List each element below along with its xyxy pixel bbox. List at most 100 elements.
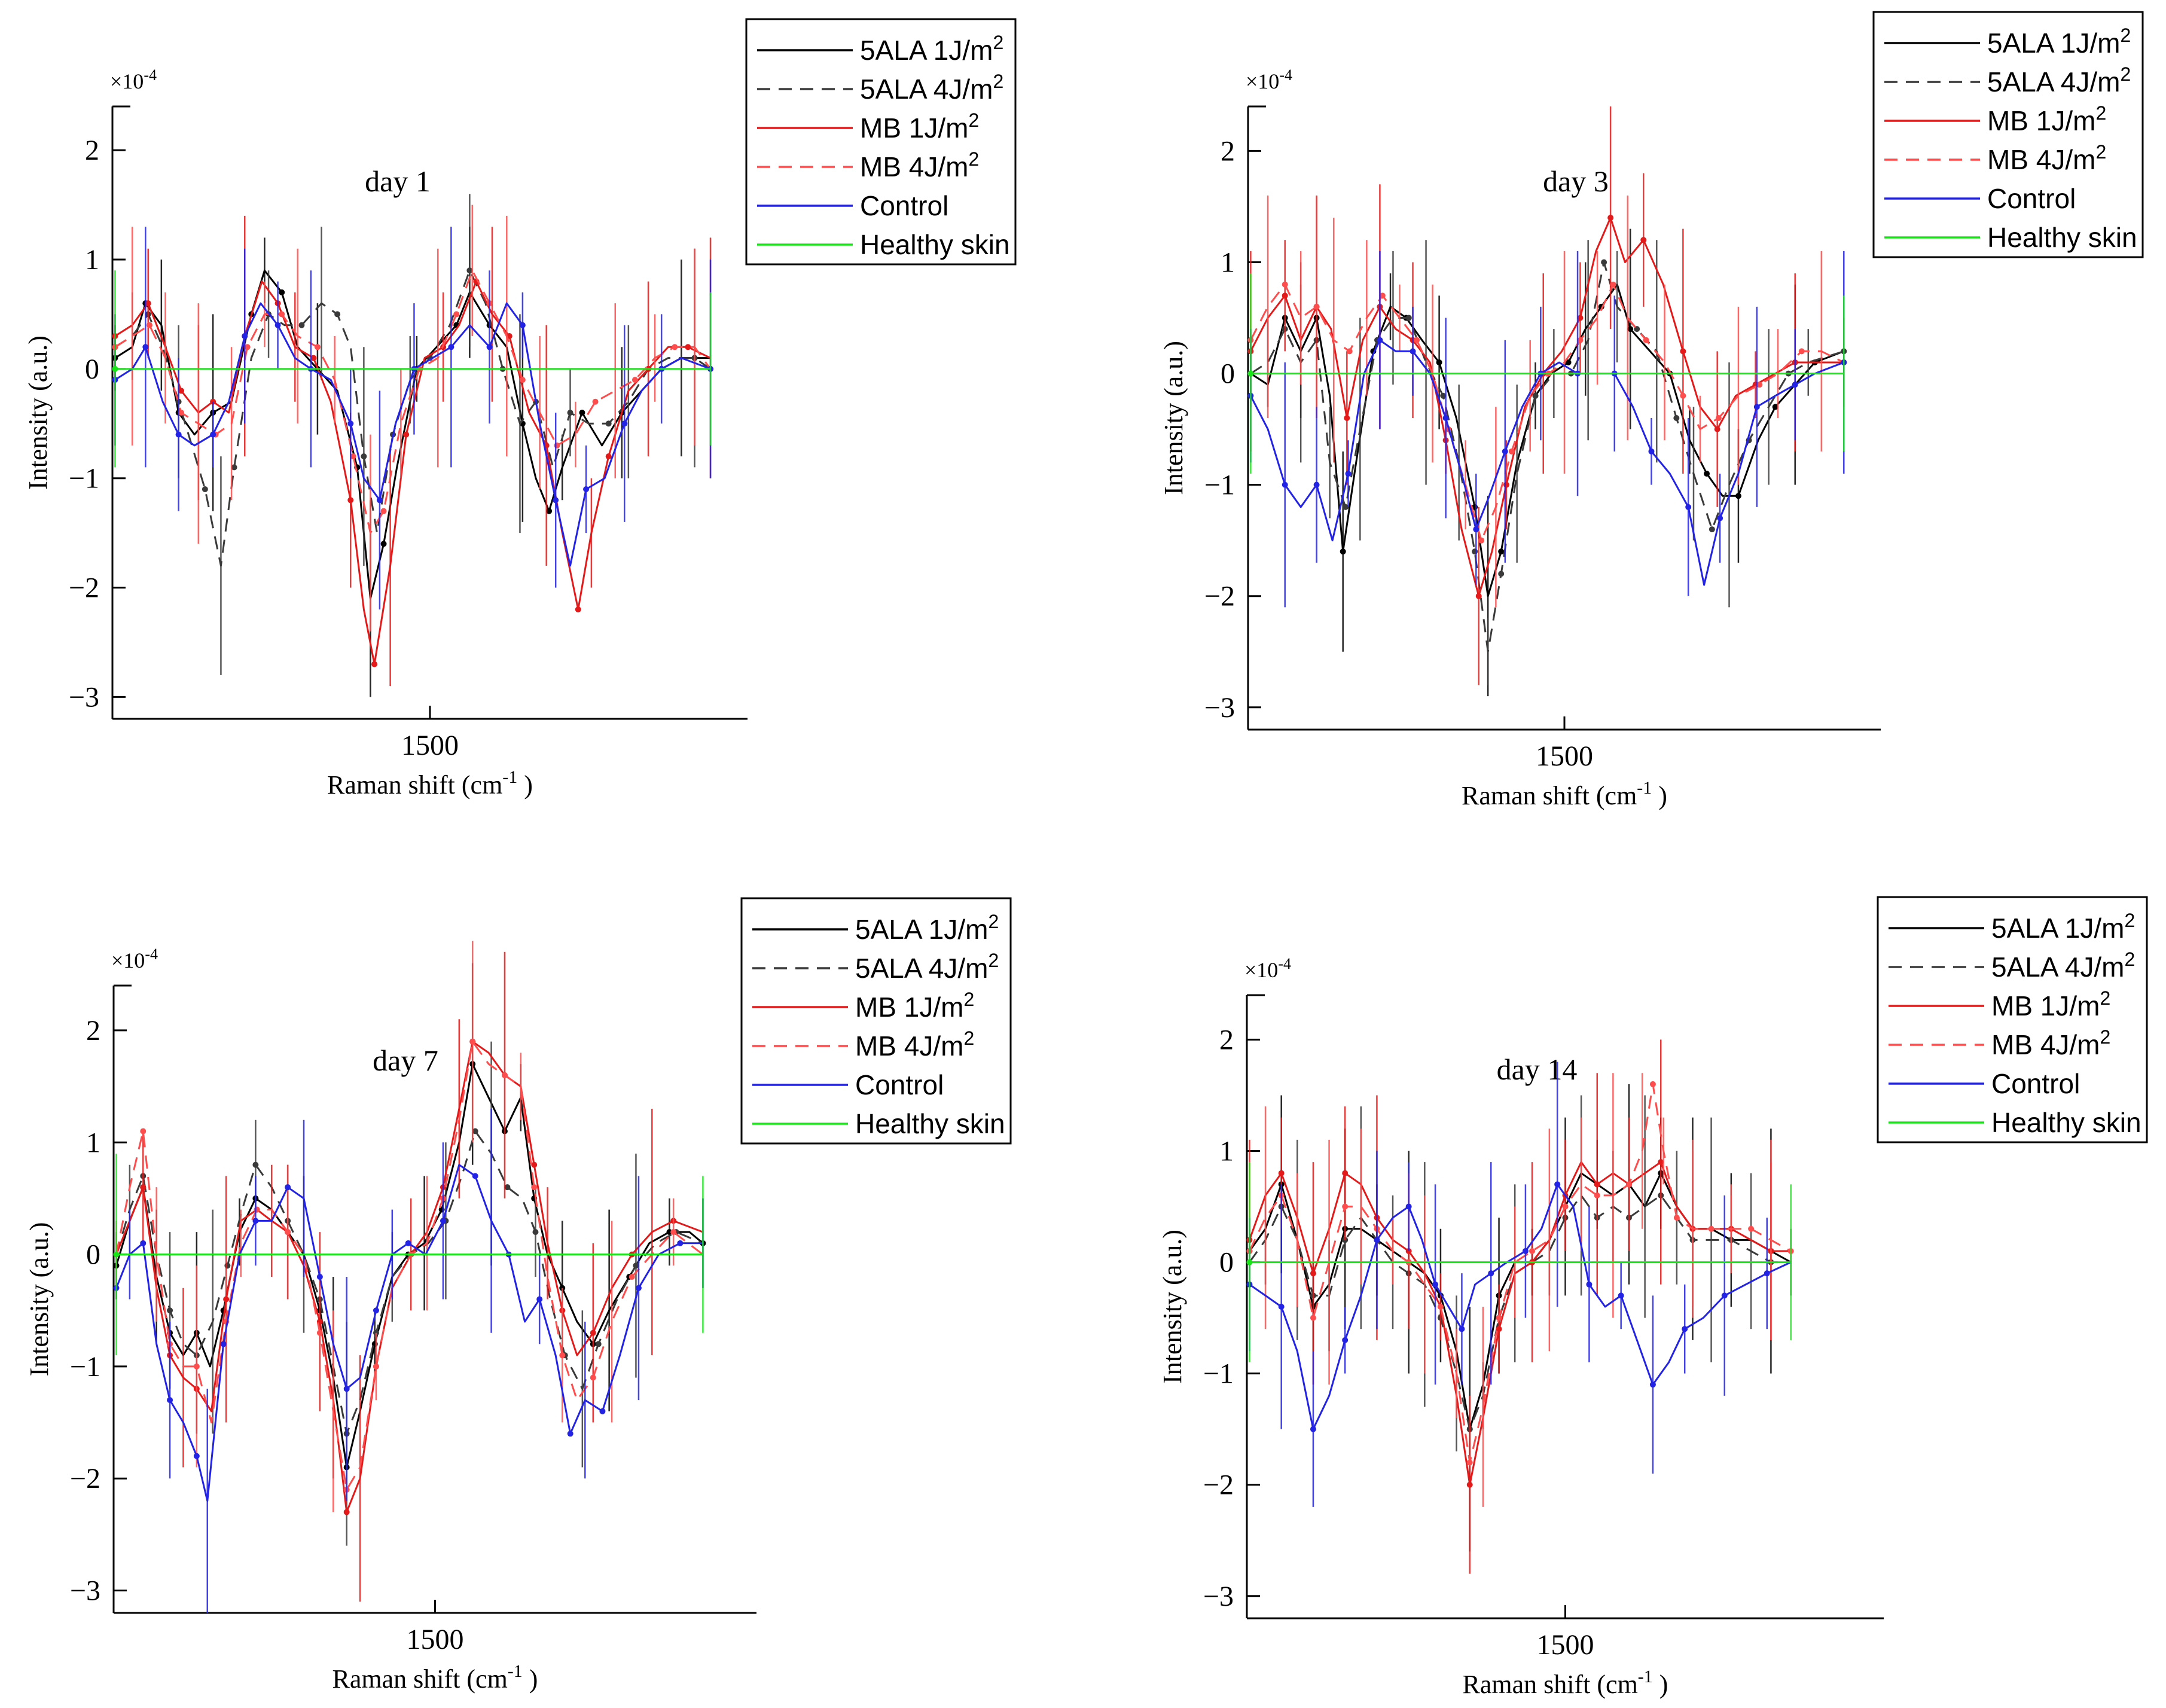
data-point bbox=[1437, 1304, 1444, 1310]
legend-label-sup: 2 bbox=[968, 109, 979, 131]
legend-label-text: Healthy skin bbox=[1987, 222, 2137, 253]
legend-label: Healthy skin bbox=[860, 229, 1010, 260]
x-axis-label-suffix: ) bbox=[523, 1664, 538, 1694]
data-point bbox=[1643, 337, 1649, 343]
data-point bbox=[1498, 571, 1505, 577]
y-tick-label: −2 bbox=[69, 572, 99, 604]
chart-4: 2 1 0 −1 −2 −3 1500 ×10-4 Intensity (a.u.) Raman … bbox=[1158, 896, 2148, 1699]
y-multiplier: ×10-4 bbox=[1244, 955, 1291, 982]
series-mb-1j/m2 bbox=[1246, 1039, 1791, 1574]
data-point bbox=[504, 1184, 511, 1191]
y-multiplier-exp: -4 bbox=[145, 946, 158, 963]
series-line bbox=[114, 269, 710, 600]
legend-label-sup: 2 bbox=[963, 989, 974, 1010]
legend-label-sup: 2 bbox=[2124, 948, 2135, 970]
legend-label: MB 4J/m2 bbox=[1987, 141, 2106, 175]
y-tick-label: −3 bbox=[1203, 1581, 1234, 1612]
data-point bbox=[1610, 281, 1616, 288]
data-point bbox=[380, 541, 387, 547]
data-point bbox=[1673, 415, 1680, 421]
legend-label-text: 5ALA 1J/m bbox=[860, 35, 993, 66]
chart-title: day 7 bbox=[373, 1044, 438, 1077]
legend-label: 5ALA 4J/m2 bbox=[855, 950, 999, 984]
x-axis-label-sup: -1 bbox=[1637, 778, 1652, 798]
legend-label: 5ALA 4J/m2 bbox=[1987, 63, 2131, 97]
y-tick-label: −2 bbox=[1203, 1469, 1234, 1501]
x-axis-label-suffix: ) bbox=[517, 770, 533, 800]
data-point bbox=[380, 508, 387, 514]
series-5ala-1j/m2 bbox=[1247, 228, 1844, 697]
series-healthy-skin bbox=[112, 270, 712, 468]
legend-label: 5ALA 1J/m2 bbox=[1987, 25, 2131, 59]
legend-label-text: Control bbox=[855, 1069, 944, 1100]
y-multiplier-exp: -4 bbox=[1278, 955, 1291, 972]
legend-label-sup: 2 bbox=[993, 71, 1003, 92]
legend-label: Healthy skin bbox=[855, 1108, 1005, 1139]
data-point bbox=[595, 1341, 602, 1347]
series-healthy-skin bbox=[1246, 1162, 1792, 1363]
chart-title: day 1 bbox=[365, 164, 431, 198]
data-point bbox=[285, 1184, 291, 1191]
data-point bbox=[1346, 348, 1353, 355]
series-5ala-1j/m2 bbox=[1246, 1084, 1792, 1552]
legend-label-text: Control bbox=[1991, 1068, 2080, 1099]
legend-label: Healthy skin bbox=[1991, 1107, 2141, 1138]
data-point bbox=[1342, 1203, 1349, 1210]
data-point bbox=[592, 398, 599, 405]
series-line bbox=[1249, 1083, 1792, 1463]
legend-label-text: 5ALA 4J/m bbox=[860, 74, 993, 105]
y-multiplier: ×10-4 bbox=[110, 66, 157, 93]
data-point bbox=[1472, 548, 1478, 555]
legend-box bbox=[1872, 11, 2144, 258]
data-point bbox=[605, 420, 612, 427]
x-axis-label-text: Raman shift (cm bbox=[327, 770, 502, 800]
data-point bbox=[1414, 337, 1420, 343]
series-line bbox=[115, 1130, 703, 1435]
chart-title: day 3 bbox=[1543, 164, 1609, 198]
x-axis-label-sup: -1 bbox=[502, 767, 517, 787]
chart-1: 2 1 0 −1 −2 −3 1500 ×10-4 Intensity (a.u.) Raman … bbox=[23, 18, 1017, 800]
data-point bbox=[519, 377, 526, 383]
data-point bbox=[140, 1128, 147, 1134]
data-point bbox=[1313, 303, 1320, 310]
data-point bbox=[1310, 1314, 1316, 1321]
legend-label-sup: 2 bbox=[2120, 25, 2131, 46]
data-point bbox=[178, 388, 185, 394]
series-control bbox=[113, 1109, 704, 1613]
legend-label-text: 5ALA 4J/m bbox=[1987, 66, 2120, 97]
data-point bbox=[244, 344, 251, 350]
data-point bbox=[1562, 1203, 1569, 1210]
x-axis-label-suffix: ) bbox=[1653, 1670, 1668, 1699]
data-point bbox=[224, 1262, 231, 1269]
legend-label-text: 5ALA 1J/m bbox=[1991, 913, 2124, 944]
y-tick-label: −3 bbox=[1204, 692, 1235, 724]
data-point bbox=[1532, 392, 1539, 399]
data-point bbox=[202, 486, 208, 492]
data-point bbox=[279, 311, 285, 318]
data-point bbox=[254, 1206, 260, 1213]
legend-label-text: Control bbox=[1987, 183, 2076, 214]
legend-label-sup: 2 bbox=[988, 911, 999, 932]
data-point bbox=[316, 1329, 323, 1336]
data-point bbox=[1798, 348, 1805, 355]
y-tick-label: −1 bbox=[1204, 469, 1235, 501]
legend-label-sup: 2 bbox=[2124, 910, 2135, 931]
y-tick-label: 0 bbox=[1219, 1247, 1234, 1279]
data-point bbox=[1508, 448, 1515, 455]
legend-label-sup: 2 bbox=[2095, 141, 2106, 163]
data-point bbox=[279, 289, 285, 295]
legend-label-text: MB 4J/m bbox=[1991, 1029, 2100, 1060]
data-point bbox=[554, 442, 560, 449]
legend-label-text: Healthy skin bbox=[855, 1108, 1005, 1139]
data-point bbox=[1715, 415, 1722, 421]
series-mb-4j/m2 bbox=[113, 941, 704, 1512]
x-axis-label: Raman shift (cm-1 ) bbox=[1462, 778, 1667, 810]
data-point bbox=[472, 1128, 478, 1134]
x-axis-label-text: Raman shift (cm bbox=[332, 1664, 508, 1694]
y-axis-label: Intensity (a.u.) bbox=[23, 336, 53, 490]
legend-label-text: MB 4J/m bbox=[1987, 144, 2095, 175]
data-point bbox=[1282, 281, 1288, 288]
